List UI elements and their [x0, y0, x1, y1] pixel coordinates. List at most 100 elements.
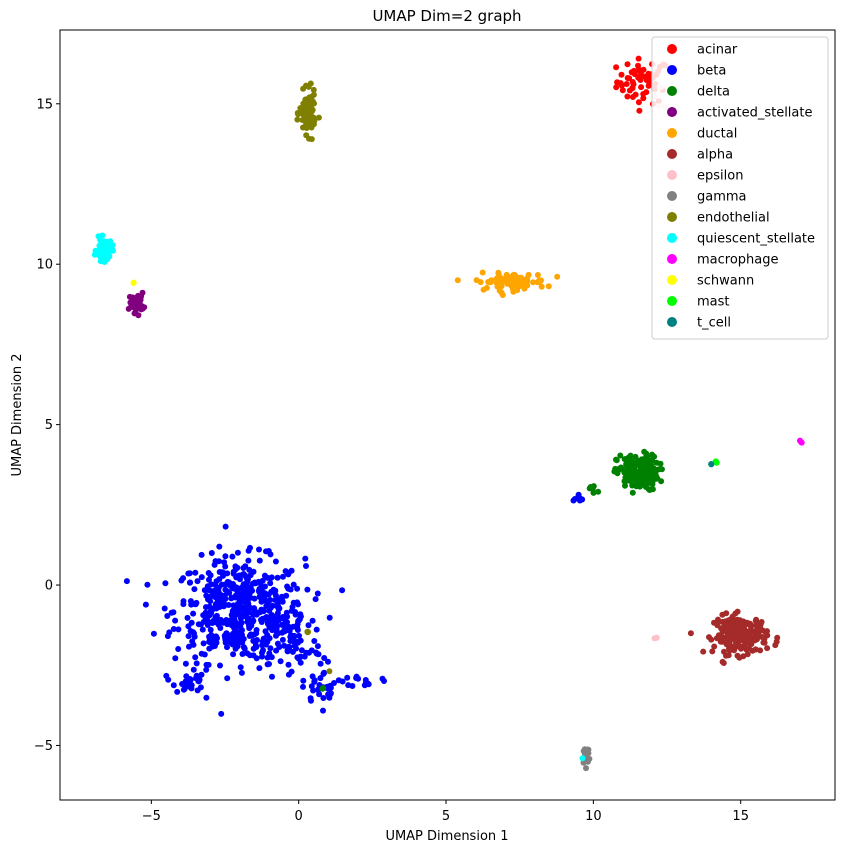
point-beta — [218, 710, 225, 717]
point-alpha — [746, 645, 753, 652]
point-beta — [192, 569, 199, 576]
point-alpha — [720, 660, 727, 666]
point-beta — [290, 581, 297, 588]
point-beta — [267, 551, 274, 558]
x-axis-label: UMAP Dimension 1 — [385, 829, 508, 844]
point-beta — [239, 651, 246, 657]
point-endothelial — [300, 111, 307, 118]
y-tick-label: 15 — [36, 97, 53, 112]
point-beta — [187, 579, 194, 586]
point-endothelial — [300, 85, 307, 92]
point-beta — [226, 581, 233, 588]
point-beta — [309, 617, 316, 624]
point-acinar — [623, 81, 630, 87]
legend-label-quiescent_stellate: quiescent_stellate — [697, 232, 815, 247]
point-beta — [165, 676, 172, 683]
point-beta — [217, 594, 224, 601]
point-beta — [174, 688, 181, 695]
point-delta — [622, 482, 628, 489]
point-alpha — [747, 622, 754, 629]
point-quiescent_stellate — [97, 258, 104, 265]
point-ductal — [515, 279, 522, 286]
plot-frame — [59, 29, 836, 801]
legend-marker-ductal — [667, 128, 677, 138]
point-beta — [194, 578, 201, 585]
point-alpha — [723, 652, 729, 659]
point-beta — [192, 654, 199, 661]
point-beta — [281, 628, 288, 634]
point-beta — [311, 638, 318, 644]
point-beta — [213, 619, 219, 626]
point-beta — [233, 634, 240, 641]
legend-marker-schwann — [667, 275, 677, 285]
point-beta — [275, 597, 281, 604]
point-beta — [219, 569, 226, 576]
point-delta — [657, 460, 664, 467]
point-endothelial — [310, 86, 317, 93]
legend-label-endothelial: endothelial — [697, 211, 770, 226]
point-beta — [267, 580, 274, 587]
point-beta — [261, 572, 268, 579]
point-acinar — [632, 91, 639, 98]
point-beta — [297, 611, 304, 618]
point-alpha — [729, 613, 736, 620]
point-alpha — [711, 643, 718, 650]
point-alpha — [736, 654, 743, 661]
point-alpha — [744, 634, 751, 641]
point-beta — [221, 559, 228, 566]
point-beta — [250, 652, 257, 659]
point-beta — [185, 570, 192, 577]
point-acinar — [629, 79, 636, 85]
point-beta — [264, 600, 271, 606]
point-beta — [256, 665, 263, 672]
point-alpha — [723, 610, 730, 617]
point-acinar — [643, 89, 650, 96]
point-beta — [269, 673, 275, 680]
point-beta — [233, 602, 240, 609]
point-beta — [216, 543, 223, 550]
legend-label-activated_stellate: activated_stellate — [697, 106, 812, 121]
point-schwann — [130, 280, 137, 286]
point-delta — [646, 479, 653, 486]
point-beta — [321, 669, 328, 676]
y-tick-label: 5 — [45, 418, 53, 433]
point-acinar — [635, 55, 642, 62]
point-beta — [242, 572, 248, 579]
y-axis-ticks: −5 0 5 10 15 — [34, 97, 60, 754]
legend-label-gamma: gamma — [697, 190, 747, 205]
point-beta — [283, 592, 290, 599]
point-beta — [242, 563, 249, 570]
point-ductal — [498, 289, 505, 296]
point-beta — [190, 629, 197, 636]
legend-marker-delta — [667, 86, 677, 96]
legend-marker-gamma — [667, 191, 677, 201]
point-beta — [295, 601, 301, 608]
point-acinar — [624, 61, 631, 68]
point-beta — [298, 647, 305, 654]
point-beta — [305, 622, 312, 629]
point-acinar — [613, 84, 620, 91]
point-acinar — [613, 64, 620, 71]
point-delta — [638, 459, 645, 466]
point-quiescent_stellate — [98, 240, 104, 247]
legend-label-macrophage: macrophage — [697, 253, 779, 268]
point-delta — [595, 488, 602, 495]
point-beta — [300, 683, 306, 690]
point-beta — [321, 655, 328, 661]
point-ductal — [479, 269, 486, 276]
point-beta — [175, 626, 182, 633]
point-delta — [632, 453, 639, 460]
point-beta — [203, 592, 210, 599]
point-beta — [240, 594, 247, 601]
point-beta — [310, 687, 317, 694]
point-alpha — [757, 647, 764, 654]
point-beta — [272, 558, 279, 565]
point-beta — [191, 633, 198, 640]
point-beta — [232, 645, 239, 652]
point-beta — [234, 549, 241, 556]
point-alpha — [725, 636, 732, 643]
legend-label-beta: beta — [697, 64, 726, 79]
point-beta — [339, 587, 346, 594]
point-beta — [185, 623, 192, 630]
point-beta — [229, 553, 236, 560]
